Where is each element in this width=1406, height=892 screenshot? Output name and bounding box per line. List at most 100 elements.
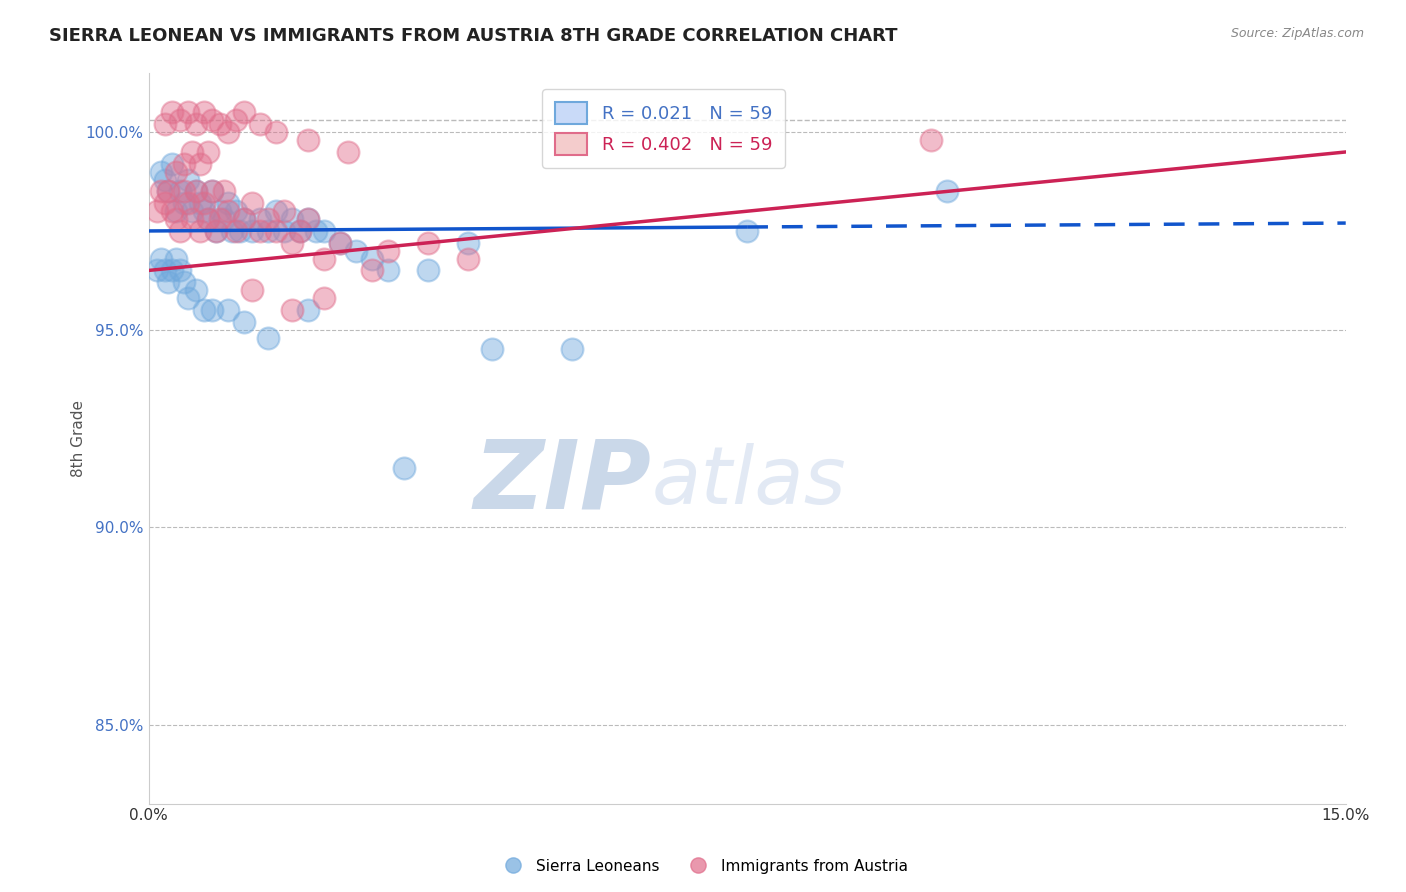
Point: [240, 196, 263, 211]
Point: [297, 212, 319, 227]
Point: [193, 204, 215, 219]
Point: [205, 224, 228, 238]
Point: [240, 283, 263, 297]
Point: [197, 212, 219, 227]
Point: [149, 252, 172, 266]
Point: [314, 252, 336, 266]
Point: [297, 133, 319, 147]
Point: [162, 157, 184, 171]
Point: [153, 263, 176, 277]
Point: [201, 113, 224, 128]
Text: Source: ZipAtlas.com: Source: ZipAtlas.com: [1230, 27, 1364, 40]
Point: [344, 244, 367, 258]
Point: [157, 185, 180, 199]
Point: [193, 196, 215, 211]
Point: [217, 204, 239, 219]
Point: [361, 263, 384, 277]
Point: [169, 263, 191, 277]
Point: [329, 235, 352, 250]
Point: [162, 204, 184, 219]
Point: [166, 212, 188, 227]
Point: [392, 461, 415, 475]
Point: [201, 302, 224, 317]
Point: [153, 117, 176, 131]
Point: [377, 263, 399, 277]
Point: [273, 204, 295, 219]
Point: [233, 105, 256, 120]
Point: [225, 204, 247, 219]
Point: [173, 185, 195, 199]
Point: [186, 117, 208, 131]
Point: [193, 105, 215, 120]
Point: [201, 185, 224, 199]
Point: [186, 185, 208, 199]
Point: [240, 224, 263, 238]
Point: [377, 244, 399, 258]
Point: [157, 275, 180, 289]
Point: [190, 196, 212, 211]
Point: [217, 302, 239, 317]
Point: [337, 145, 360, 159]
Point: [217, 125, 239, 139]
Point: [153, 196, 176, 211]
Text: atlas: atlas: [651, 443, 846, 521]
Point: [214, 212, 236, 227]
Point: [162, 263, 184, 277]
Point: [281, 212, 304, 227]
Point: [233, 212, 256, 227]
Point: [257, 224, 280, 238]
Point: [193, 302, 215, 317]
Point: [181, 204, 204, 219]
Point: [314, 224, 336, 238]
Point: [264, 125, 287, 139]
Point: [217, 196, 239, 211]
Point: [177, 105, 200, 120]
Y-axis label: 8th Grade: 8th Grade: [72, 400, 86, 477]
Point: [149, 185, 172, 199]
Point: [209, 117, 232, 131]
Point: [181, 145, 204, 159]
Point: [166, 204, 188, 219]
Point: [169, 185, 191, 199]
Point: [225, 224, 247, 238]
Point: [177, 172, 200, 186]
Point: [920, 133, 942, 147]
Legend: Sierra Leoneans, Immigrants from Austria: Sierra Leoneans, Immigrants from Austria: [492, 853, 914, 880]
Point: [209, 204, 232, 219]
Point: [186, 283, 208, 297]
Point: [481, 343, 503, 357]
Text: SIERRA LEONEAN VS IMMIGRANTS FROM AUSTRIA 8TH GRADE CORRELATION CHART: SIERRA LEONEAN VS IMMIGRANTS FROM AUSTRI…: [49, 27, 897, 45]
Point: [149, 165, 172, 179]
Point: [273, 224, 295, 238]
Point: [153, 172, 176, 186]
Point: [329, 235, 352, 250]
Point: [221, 224, 243, 238]
Point: [290, 224, 312, 238]
Point: [249, 224, 271, 238]
Point: [201, 185, 224, 199]
Point: [735, 224, 758, 238]
Point: [205, 224, 228, 238]
Point: [157, 185, 180, 199]
Point: [257, 330, 280, 344]
Point: [264, 204, 287, 219]
Text: ZIP: ZIP: [474, 435, 651, 529]
Point: [935, 185, 957, 199]
Point: [177, 291, 200, 305]
Point: [145, 204, 167, 219]
Point: [229, 224, 252, 238]
Point: [314, 291, 336, 305]
Point: [169, 113, 191, 128]
Point: [249, 117, 271, 131]
Point: [162, 105, 184, 120]
Point: [457, 252, 479, 266]
Point: [209, 212, 232, 227]
Point: [169, 224, 191, 238]
Point: [257, 212, 280, 227]
Point: [561, 343, 583, 357]
Point: [177, 196, 200, 211]
Point: [190, 224, 212, 238]
Point: [281, 302, 304, 317]
Point: [416, 263, 439, 277]
Point: [225, 113, 247, 128]
